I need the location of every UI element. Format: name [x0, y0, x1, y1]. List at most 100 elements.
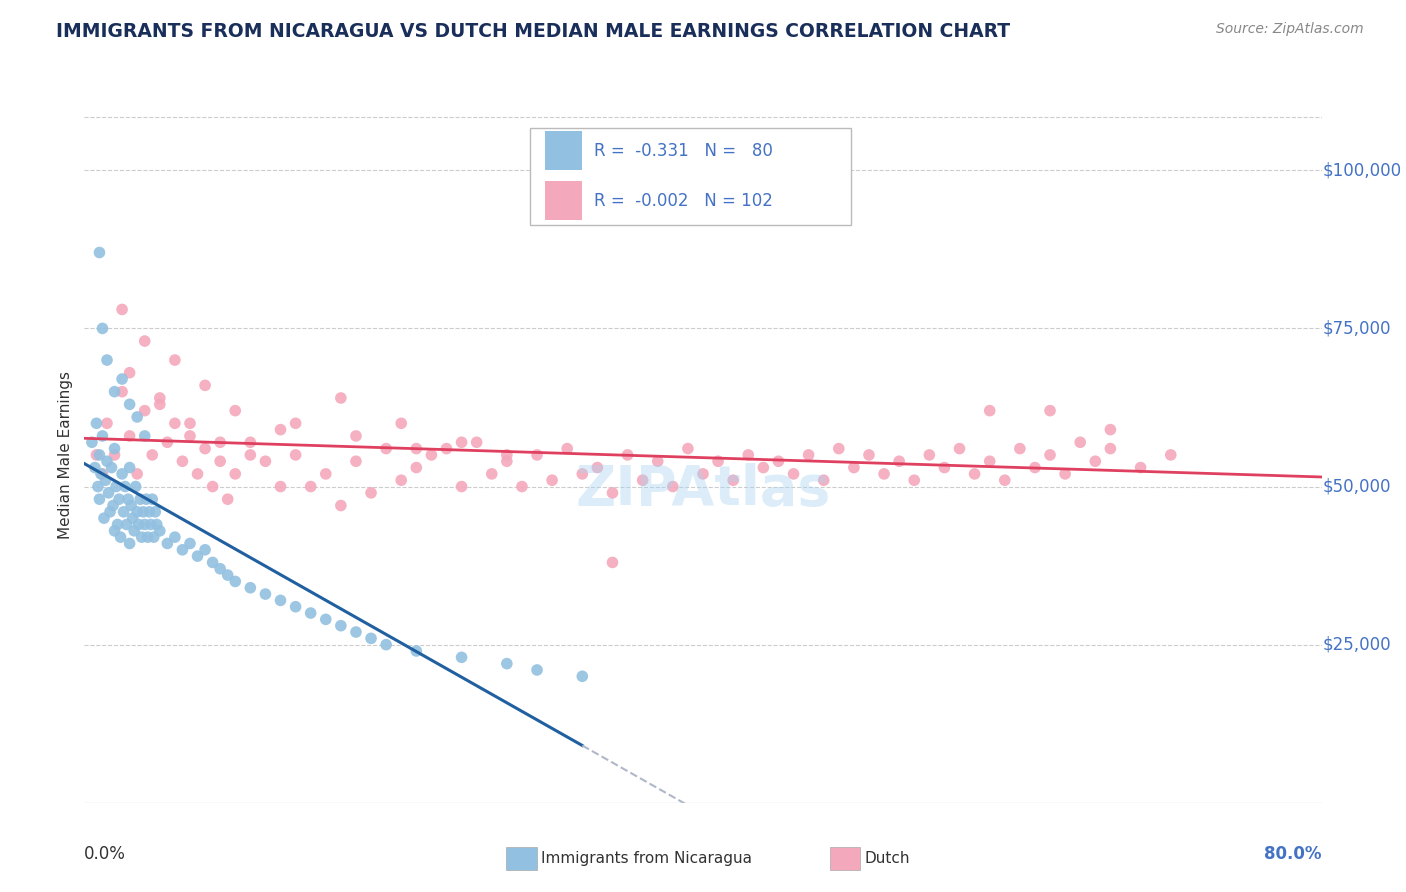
Point — [163, 353, 186, 368]
Point — [209, 435, 232, 450]
Point — [91, 321, 114, 335]
Point — [752, 460, 775, 475]
Point — [163, 417, 186, 431]
Point — [375, 638, 398, 652]
Text: $75,000: $75,000 — [1323, 319, 1392, 337]
Point — [118, 366, 141, 380]
Point — [1069, 435, 1091, 450]
Point — [87, 479, 110, 493]
Point — [134, 403, 156, 417]
Point — [631, 473, 654, 487]
Point — [186, 549, 208, 563]
Point — [110, 530, 132, 544]
Point — [186, 467, 208, 481]
Point — [117, 492, 139, 507]
Point — [129, 492, 152, 507]
Point — [89, 448, 111, 462]
Point — [450, 435, 472, 450]
Point — [662, 479, 685, 493]
Point — [495, 657, 517, 671]
Point — [134, 334, 156, 348]
Text: $100,000: $100,000 — [1323, 161, 1402, 179]
Point — [602, 486, 624, 500]
Text: 0.0%: 0.0% — [84, 845, 127, 863]
Point — [707, 454, 730, 468]
Point — [141, 448, 163, 462]
Point — [217, 568, 239, 582]
Point — [156, 536, 179, 550]
Point — [91, 467, 114, 481]
Text: IMMIGRANTS FROM NICARAGUA VS DUTCH MEDIAN MALE EARNINGS CORRELATION CHART: IMMIGRANTS FROM NICARAGUA VS DUTCH MEDIA… — [56, 22, 1011, 41]
Point — [1099, 442, 1122, 456]
Point — [344, 429, 367, 443]
Text: Source: ZipAtlas.com: Source: ZipAtlas.com — [1216, 22, 1364, 37]
Point — [98, 505, 121, 519]
Text: $50,000: $50,000 — [1323, 477, 1392, 496]
Point — [89, 492, 111, 507]
Point — [179, 536, 201, 550]
Point — [141, 492, 163, 507]
Point — [143, 505, 166, 519]
Point — [1039, 403, 1062, 417]
Point — [105, 479, 128, 493]
Point — [450, 479, 472, 493]
Point — [315, 612, 337, 626]
Point — [112, 505, 135, 519]
Point — [1039, 448, 1062, 462]
Point — [107, 517, 129, 532]
Point — [111, 302, 134, 317]
Point — [360, 632, 382, 646]
Point — [465, 435, 488, 450]
Point — [138, 505, 160, 519]
Point — [254, 587, 277, 601]
Point — [139, 517, 162, 532]
Point — [101, 499, 124, 513]
Point — [284, 417, 307, 431]
Point — [737, 448, 759, 462]
Point — [224, 467, 246, 481]
Text: $25,000: $25,000 — [1323, 636, 1392, 654]
Point — [121, 511, 143, 525]
Point — [103, 448, 125, 462]
Point — [813, 473, 835, 487]
Point — [136, 530, 159, 544]
Point — [179, 417, 201, 431]
Point — [979, 454, 1001, 468]
Bar — [544, 131, 582, 169]
Point — [495, 448, 517, 462]
Point — [934, 460, 956, 475]
Point — [127, 409, 149, 424]
Point — [889, 454, 911, 468]
Point — [299, 479, 322, 493]
Text: 80.0%: 80.0% — [1264, 845, 1322, 863]
Point — [979, 403, 1001, 417]
Point — [172, 542, 194, 557]
Bar — [530, 128, 852, 226]
Point — [873, 467, 896, 481]
Point — [217, 492, 239, 507]
Point — [994, 473, 1017, 487]
Point — [344, 454, 367, 468]
Point — [224, 403, 246, 417]
Point — [134, 429, 156, 443]
Point — [103, 524, 125, 538]
Point — [495, 454, 517, 468]
Point — [571, 467, 593, 481]
Point — [103, 442, 125, 456]
Point — [647, 454, 669, 468]
Point — [284, 448, 307, 462]
Point — [1160, 448, 1182, 462]
Point — [96, 353, 118, 368]
Bar — [544, 181, 582, 219]
Point — [108, 492, 131, 507]
Point — [903, 473, 925, 487]
Point — [1084, 454, 1107, 468]
Point — [481, 467, 503, 481]
Point — [96, 454, 118, 468]
Point — [146, 517, 169, 532]
Point — [526, 448, 548, 462]
Point — [94, 473, 117, 487]
Point — [128, 517, 150, 532]
Point — [134, 517, 156, 532]
Point — [315, 467, 337, 481]
